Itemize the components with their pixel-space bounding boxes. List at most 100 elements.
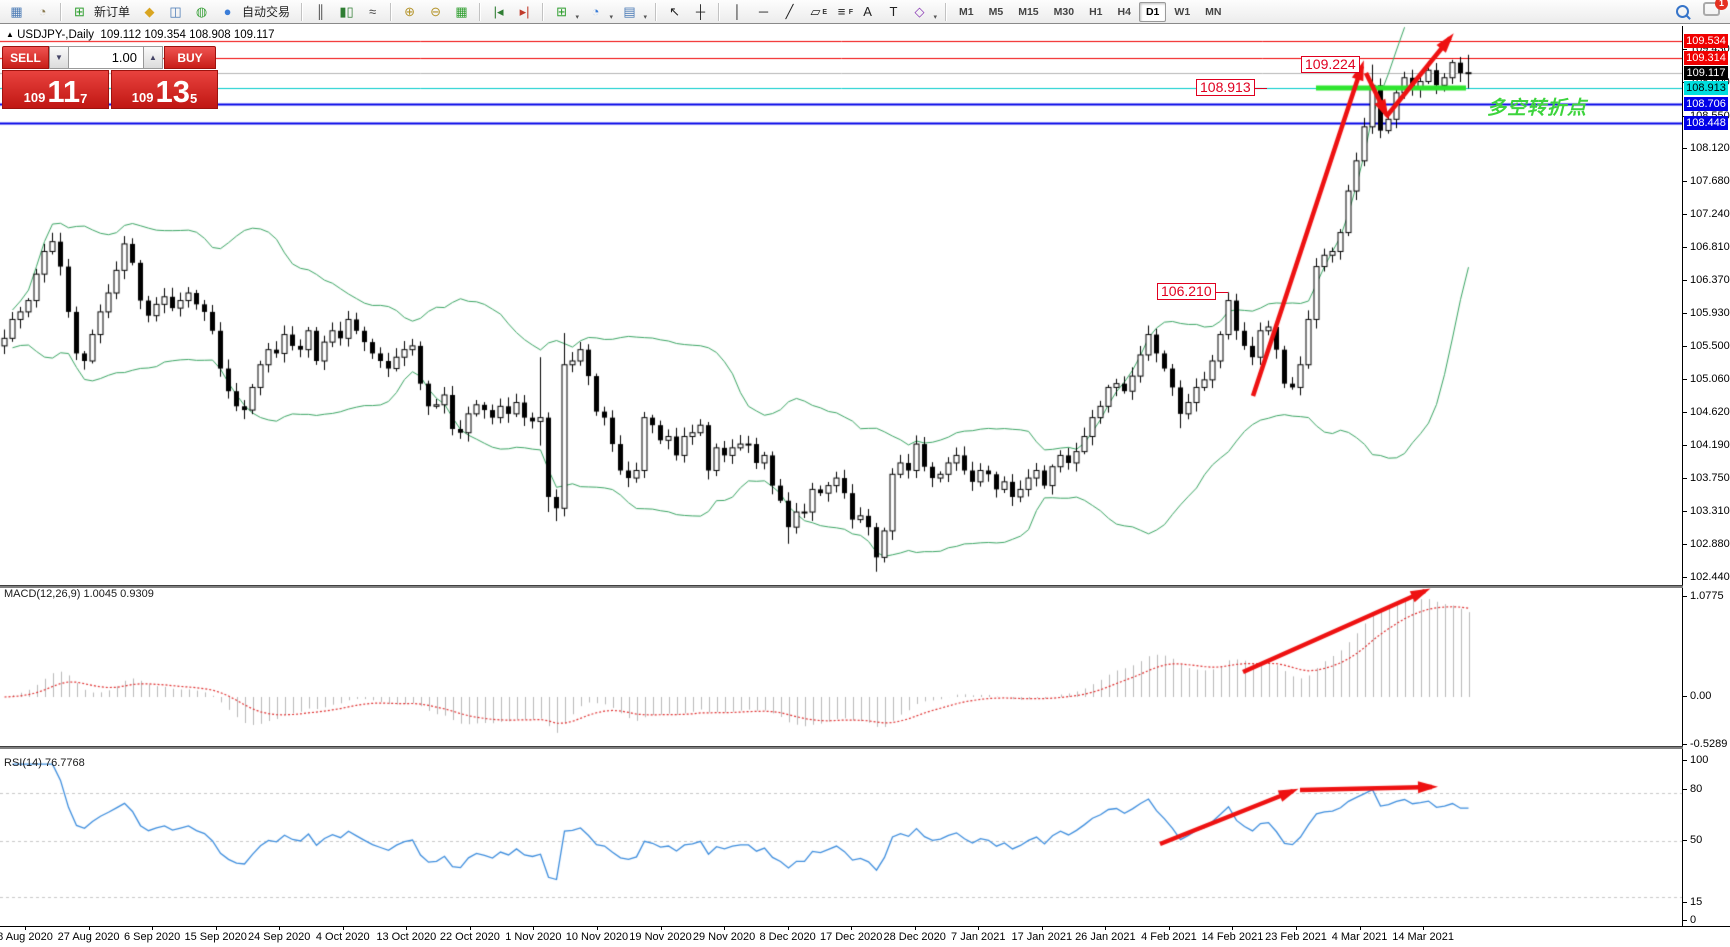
chart-shift-icon[interactable]: ▸| — [519, 3, 530, 19]
metaeditor-icon[interactable]: ◫ — [169, 3, 182, 19]
horizontal-line-icon[interactable]: ─ — [758, 3, 769, 19]
timeframe-H1[interactable]: H1 — [1089, 5, 1103, 18]
time-label: 4 Oct 2020 — [315, 931, 370, 943]
scale-tick — [1683, 49, 1687, 51]
timeframe-M1[interactable]: M1 — [959, 5, 974, 18]
sell-price-tile[interactable]: 109 11 7 — [2, 70, 109, 109]
buy-price-tile[interactable]: 109 13 5 — [111, 70, 218, 109]
candlestick-icon[interactable]: ▮▯ — [339, 3, 354, 19]
callout-connector — [1214, 291, 1228, 293]
search-icon[interactable] — [1676, 5, 1689, 18]
price-tick-label: 103.310 — [1690, 505, 1730, 518]
time-label: 6 Sep 2020 — [123, 931, 181, 943]
price-level-tag: 109.534 — [1684, 34, 1728, 49]
scale-tick — [1683, 246, 1687, 248]
toolbar-separator — [479, 2, 482, 21]
price-level-tag: 108.913 — [1684, 81, 1728, 96]
timeframe-MN[interactable]: MN — [1205, 5, 1222, 18]
rsi-label: RSI(14) 76.7768 — [4, 757, 85, 769]
chevron-down-icon[interactable]: ▾ — [575, 13, 580, 21]
timeframe-M30[interactable]: M30 — [1053, 5, 1075, 18]
price-callout-109224[interactable]: 109.224 — [1301, 56, 1360, 73]
timeframe-M5[interactable]: M5 — [988, 5, 1004, 18]
fibonacci-icon[interactable]: ≡ F — [829, 1, 854, 23]
zoom-out-icon[interactable]: ⊖ — [430, 3, 441, 19]
time-label: 13 Oct 2020 — [376, 931, 437, 943]
time-tick — [787, 927, 789, 930]
chevron-down-icon[interactable]: ▾ — [643, 13, 648, 21]
chart-canvas[interactable] — [0, 26, 1683, 927]
price-callout-106210[interactable]: 106.210 — [1157, 283, 1228, 300]
scale-tick — [1683, 744, 1687, 745]
notifications-icon[interactable]: 1 — [1703, 0, 1728, 21]
bar-chart-icon[interactable]: ║ — [315, 3, 326, 19]
timeframe-W1[interactable]: W1 — [1174, 5, 1191, 18]
autotrading-icon[interactable]: ● — [223, 3, 232, 19]
macd-tick-label: 1.0775 — [1690, 590, 1724, 602]
text-label-icon[interactable]: T — [889, 3, 898, 19]
price-callout-108913[interactable]: 108.913 — [1196, 79, 1267, 96]
price-scale[interactable]: 109.430108.990108.550108.120107.680107.2… — [1683, 26, 1730, 926]
scale-tick — [1683, 115, 1687, 117]
scale-tick — [1683, 478, 1687, 480]
volume-input[interactable] — [69, 46, 143, 69]
vertical-line-icon[interactable]: │ — [733, 3, 742, 19]
time-tick — [1041, 927, 1043, 930]
buy-price-prefix: 109 — [131, 90, 154, 105]
time-scale[interactable]: 8 Aug 2020 27 Aug 2020 6 Sep 2020 15 Sep 20… — [0, 927, 1683, 947]
time-label: 22 Oct 2020 — [439, 931, 500, 943]
trendline-icon[interactable]: ╱ — [785, 3, 794, 19]
new-chart-icon[interactable]: ▦ — [10, 3, 23, 19]
time-label: 10 Nov 2020 — [565, 931, 629, 943]
crosshair-icon[interactable]: ┼ — [695, 3, 706, 19]
sell-button[interactable]: SELL — [2, 46, 49, 69]
new-order-label[interactable]: 新订单 — [94, 5, 131, 19]
zoom-in-icon[interactable]: ⊕ — [404, 3, 415, 19]
timeframe-D1[interactable]: D1 — [1138, 1, 1167, 22]
cursor-icon[interactable]: ↖ — [669, 3, 680, 19]
rsi-pane-splitter[interactable] — [0, 746, 1730, 749]
equidistant-channel-icon[interactable]: ▱ E — [803, 1, 828, 23]
sell-price-pipette: 7 — [80, 91, 88, 106]
arrows-icon[interactable]: ◇ ▾ — [907, 1, 938, 23]
timeframe-M15[interactable]: M15 — [1018, 5, 1039, 18]
chevron-down-icon[interactable]: ▾ — [609, 13, 614, 21]
deposit-icon[interactable]: ◆ — [144, 3, 155, 19]
chevron-down-icon[interactable]: ▾ — [933, 13, 938, 21]
line-chart-icon[interactable]: ≈ — [368, 3, 377, 19]
time-label: 23 Feb 2021 — [1265, 931, 1327, 943]
price-level-tag: 108.448 — [1684, 116, 1728, 131]
auto-scroll-icon[interactable]: |◂ — [493, 3, 504, 19]
price-tick-label: 107.680 — [1690, 175, 1730, 188]
templates-icon[interactable]: ▤ ▾ — [617, 1, 647, 23]
indicators-icon[interactable]: ⊞ ▾ — [549, 1, 579, 23]
time-label: 8 Aug 2020 — [0, 931, 53, 943]
turning-point-annotation[interactable]: 多空转折点 — [1487, 98, 1588, 119]
periods-icon[interactable]: ◔ ▾ — [583, 1, 613, 23]
time-tick — [1105, 927, 1107, 930]
timeframe-H4[interactable]: H4 — [1117, 5, 1131, 18]
toolbar-separator — [60, 2, 62, 21]
buy-button[interactable]: BUY — [164, 46, 216, 69]
toolbar-separator — [542, 2, 545, 21]
text-icon[interactable]: A — [863, 3, 872, 19]
autotrading-label[interactable]: 自动交易 — [242, 5, 291, 19]
toolbar-right-group: 1 — [1676, 0, 1728, 21]
profiles-icon[interactable]: ◔ — [38, 3, 47, 19]
volume-decrease-button[interactable]: ▼ — [49, 46, 69, 69]
tile-windows-icon[interactable]: ▦ — [455, 3, 468, 19]
collapse-icon[interactable]: ▲ — [6, 30, 14, 39]
price-tick-label: 103.750 — [1690, 472, 1730, 485]
price-level-tag: 109.117 — [1684, 65, 1728, 80]
time-tick — [1423, 927, 1425, 930]
scale-tick — [1683, 760, 1687, 761]
time-label: 14 Feb 2021 — [1201, 931, 1264, 943]
sell-price-big: 11 — [47, 74, 81, 109]
new-order-icon[interactable]: ⊞ — [74, 3, 85, 19]
scale-tick — [1683, 379, 1687, 381]
signals-icon[interactable]: ◍ — [195, 3, 208, 19]
volume-increase-button[interactable]: ▲ — [143, 46, 163, 69]
macd-pane-splitter[interactable] — [0, 585, 1730, 588]
rsi-tick-label: 50 — [1690, 834, 1703, 846]
